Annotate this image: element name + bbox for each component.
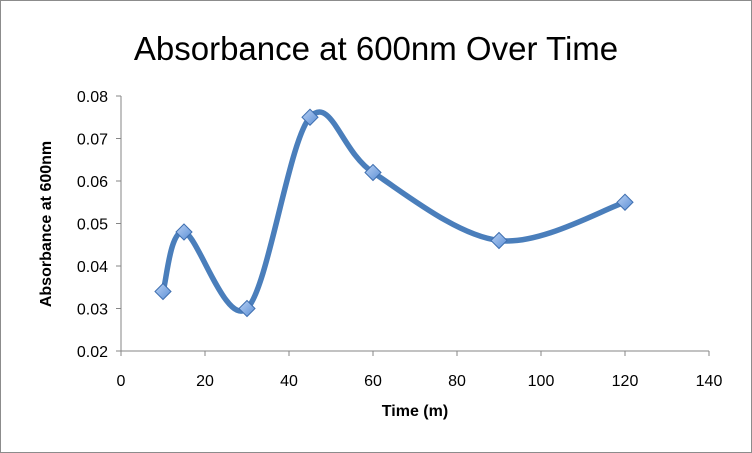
- x-tick-label: 140: [696, 373, 723, 390]
- x-tick-label: 60: [364, 373, 382, 390]
- series-lines: [160, 109, 628, 314]
- y-tick-label: 0.05: [77, 217, 108, 234]
- x-tick-label: 120: [612, 373, 639, 390]
- y-tick-label: 0.03: [77, 302, 108, 319]
- y-axis-title: Absorbance at 600nm: [38, 141, 55, 307]
- data-point-marker: [490, 231, 508, 250]
- y-tick-label: 0.02: [77, 344, 108, 361]
- x-tick-label: 80: [448, 373, 466, 390]
- series-markers: [154, 108, 634, 318]
- x-tick-label: 0: [117, 373, 126, 390]
- x-axis-ticks: 0 20 40 60 80 100 120 140: [117, 351, 723, 390]
- y-tick-label: 0.07: [77, 132, 108, 149]
- x-axis-title: Time (m): [382, 403, 448, 420]
- data-point-marker: [154, 282, 172, 301]
- x-tick-label: 100: [528, 373, 555, 390]
- data-point-marker: [364, 163, 382, 182]
- series-line-absorbance: [160, 109, 628, 314]
- data-point-marker: [175, 223, 193, 241]
- data-point-marker: [616, 193, 634, 211]
- y-axis-ticks: 0.02 0.03 0.04 0.05 0.06 0.07 0.08: [77, 89, 121, 361]
- x-tick-label: 20: [196, 373, 214, 390]
- y-tick-label: 0.04: [77, 259, 108, 276]
- x-tick-label: 40: [280, 373, 298, 390]
- y-tick-label: 0.06: [77, 174, 108, 191]
- data-point-marker: [301, 108, 319, 126]
- chart-title: Absorbance at 600nm Over Time: [134, 30, 618, 67]
- data-point-marker: [238, 299, 256, 318]
- y-tick-label: 0.08: [77, 89, 108, 106]
